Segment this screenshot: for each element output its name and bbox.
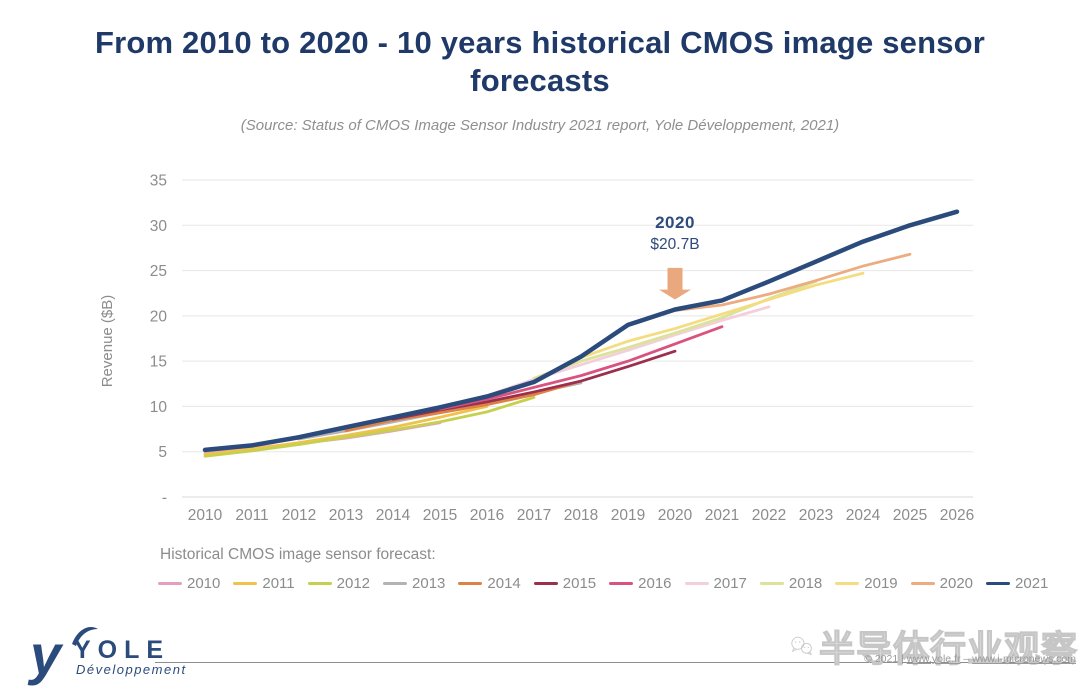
legend-item-2018: 2018	[759, 575, 823, 592]
x-tick-label-2015: 2015	[423, 507, 457, 524]
legend-label-2013: 2013	[412, 575, 446, 592]
legend-item-2015: 2015	[533, 575, 597, 592]
legend-label-2015: 2015	[562, 575, 597, 592]
y-tick-label-15: 15	[150, 354, 167, 371]
series-line-2014	[344, 379, 583, 433]
legend-swatch-2016	[609, 581, 634, 586]
x-tick-label-2010: 2010	[188, 507, 223, 524]
x-tick-label-2011: 2011	[235, 507, 268, 524]
yole-logo-y-glyph: y	[27, 623, 64, 686]
forecast-chart: -5 10 15 20 25 30 35 Revenue ($B) 2010 2011 2012 20…	[95, 158, 1010, 553]
legend-swatch-2013	[383, 581, 408, 586]
footer-divider	[155, 662, 1075, 663]
x-tick-label-2018: 2018	[564, 507, 598, 524]
yole-logo-graphic: y YOLE Développement	[27, 623, 187, 686]
series-line-2019	[579, 271, 865, 359]
legend-item-2014: 2014	[458, 575, 521, 592]
x-tick-label-2020: 2020	[658, 507, 693, 524]
y-axis-label: Revenue ($B)	[99, 295, 116, 388]
legend-item-2017: 2017	[684, 575, 747, 592]
y-tick-label-10: 10	[150, 399, 168, 416]
legend-label-2011: 2011	[262, 575, 295, 592]
legend-label-2021: 2021	[1015, 575, 1049, 592]
wechat-bubbles-icon	[791, 636, 812, 655]
legend-swatch-2014	[458, 581, 483, 586]
yole-logo-subtitle: Développement	[76, 662, 187, 677]
legend-item-2016: 2016	[609, 575, 672, 592]
copyright-prefix: © 2021 |	[864, 653, 907, 665]
legend-swatch-2021	[986, 581, 1011, 586]
y-tick-label-5: 5	[158, 444, 167, 461]
x-tick-label-2022: 2022	[752, 507, 786, 524]
x-tick-label-2026: 2026	[940, 507, 974, 524]
y-tick-label-0: -	[162, 490, 167, 507]
legend-label-2019: 2019	[864, 575, 898, 592]
legend-swatch-2017	[684, 581, 709, 586]
imicronews-url-link[interactable]: www.i-micronews.com	[972, 653, 1076, 665]
annotation-arrow-icon	[659, 267, 691, 300]
source-note: (Source: Status of CMOS Image Sensor Ind…	[240, 117, 840, 134]
watermark: 半导体行业观察	[788, 620, 1078, 672]
watermark-text: 半导体行业观察	[818, 627, 1078, 669]
legend-label-2020: 2020	[939, 575, 974, 592]
legend-item-2019: 2019	[835, 575, 898, 592]
legend-label-2010: 2010	[187, 575, 221, 592]
y-tick-label-30: 30	[150, 218, 168, 235]
legend-swatch-2019	[835, 581, 860, 586]
x-tick-label-2023: 2023	[799, 507, 833, 524]
series-line-2011	[203, 405, 489, 456]
legend-item-2020: 2020	[910, 575, 974, 592]
copyright-separator: –	[960, 653, 973, 665]
legend-label-2016: 2016	[638, 575, 672, 592]
x-tick-label-2014: 2014	[376, 507, 411, 524]
x-tick-label-2025: 2025	[893, 507, 927, 524]
x-tick-label-2017: 2017	[517, 507, 551, 524]
legend-title: Historical CMOS image sensor forecast:	[160, 546, 436, 563]
legend-swatch-2011	[233, 581, 258, 586]
legend-label-2014: 2014	[487, 575, 521, 592]
x-tick-label-2013: 2013	[329, 507, 363, 524]
legend-swatch-2012	[307, 581, 332, 586]
legend-item-2012: 2012	[307, 575, 371, 592]
copyright-line: © 2021 | www.yole.fr – www.i-micronews.c…	[864, 653, 1076, 665]
legend-swatch-2015	[533, 581, 558, 586]
legend-item-2011: 2011	[233, 575, 295, 592]
yole-logo: y YOLE Développement	[22, 622, 232, 688]
y-tick-label-25: 25	[150, 263, 167, 280]
yole-url-link[interactable]: www.yole.fr	[906, 653, 961, 665]
series-line-2016	[438, 325, 724, 411]
legend-item-2010: 2010	[158, 575, 220, 592]
legend-item-2021: 2021	[986, 575, 1048, 592]
x-tick-label-2012: 2012	[282, 507, 316, 524]
legend-swatch-2018	[759, 581, 784, 586]
x-tick-label-2016: 2016	[470, 507, 504, 524]
series-line-2021	[202, 209, 960, 453]
legend-swatch-2010	[158, 581, 182, 586]
legend-item-2013: 2013	[383, 575, 445, 592]
yole-logo-swoosh	[72, 626, 98, 646]
y-tick-label-35: 35	[150, 173, 167, 190]
legend-label-2017: 2017	[713, 575, 747, 592]
x-tick-label-2024: 2024	[846, 507, 881, 524]
chart-legend: 2010 2011 2012 2013 2014 2015 2016 2017 2018 2019…	[158, 575, 1048, 592]
x-tick-label-2019: 2019	[611, 507, 645, 524]
page-title: From 2010 to 2020 - 10 years historical …	[94, 25, 986, 98]
y-tick-label-20: 20	[150, 308, 168, 325]
series-line-2012	[203, 395, 536, 458]
legend-swatch-2020	[910, 581, 935, 586]
legend-label-2012: 2012	[336, 575, 371, 592]
legend-label-2018: 2018	[788, 575, 823, 592]
yole-logo-brand: YOLE	[74, 636, 170, 664]
x-tick-label-2021: 2021	[705, 507, 739, 524]
